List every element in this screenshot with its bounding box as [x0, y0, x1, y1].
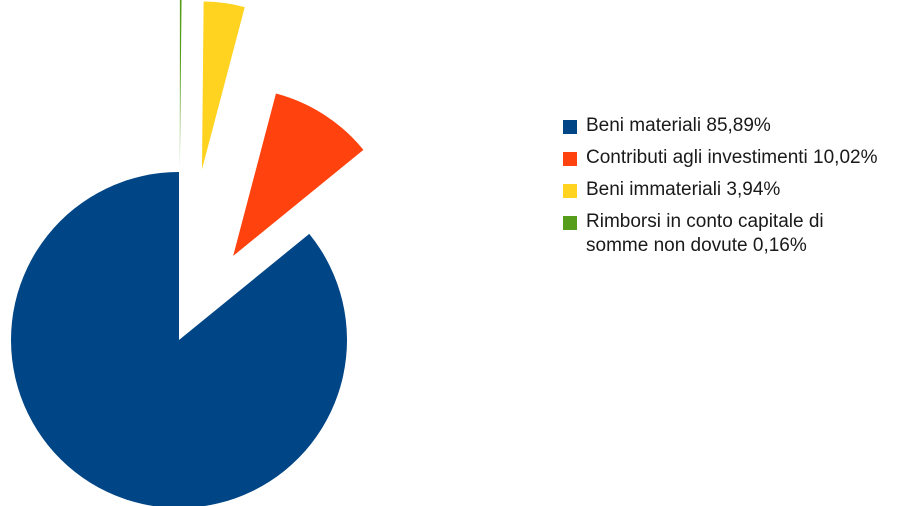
legend-item-beni-immateriali: Beni immateriali 3,94% — [563, 178, 893, 202]
pie-slice-3 — [179, 0, 182, 169]
pie-slice-1 — [233, 93, 364, 256]
legend-swatch-rimborsi — [563, 216, 577, 230]
legend-swatch-beni-immateriali — [563, 184, 577, 198]
legend-item-contributi-investimenti: Contributi agli investimenti 10,02% — [563, 146, 893, 170]
legend-label-contributi-investimenti: Contributi agli investimenti 10,02% — [586, 147, 878, 168]
pie-chart — [11, 0, 364, 506]
legend-label-rimborsi: Rimborsi in conto capitale di somme non … — [586, 211, 824, 256]
legend-item-beni-materiali: Beni materiali 85,89% — [563, 114, 893, 138]
legend-label-beni-materiali: Beni materiali 85,89% — [586, 115, 771, 136]
chart-legend: Beni materiali 85,89% Contributi agli in… — [563, 114, 893, 266]
pie-slice-2 — [201, 1, 245, 170]
legend-label-beni-immateriali: Beni immateriali 3,94% — [586, 179, 781, 200]
pie-slice-0 — [11, 172, 347, 506]
legend-swatch-beni-materiali — [563, 120, 577, 134]
legend-item-rimborsi: Rimborsi in conto capitale di somme non … — [563, 210, 893, 258]
legend-swatch-contributi-investimenti — [563, 152, 577, 166]
